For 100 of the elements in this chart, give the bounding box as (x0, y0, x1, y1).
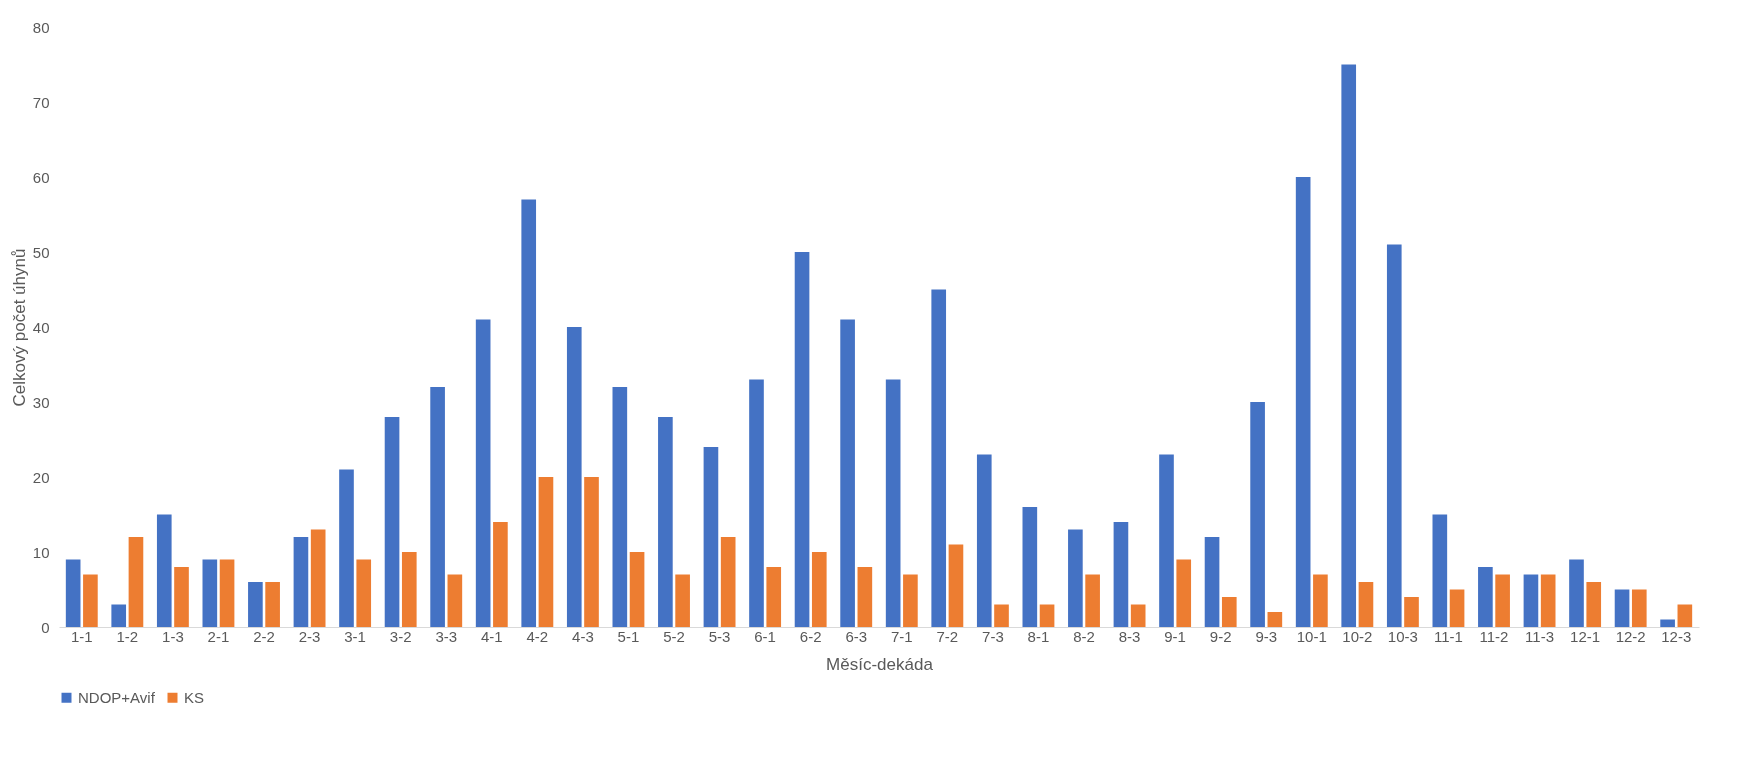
x-tick-label: 5-3 (708, 627, 731, 645)
bar (1176, 559, 1192, 627)
bar (493, 522, 508, 627)
bar (1586, 582, 1602, 627)
bar (857, 567, 873, 627)
x-tick-label: 1-2 (116, 627, 139, 645)
bar (310, 529, 326, 627)
bar (811, 552, 827, 627)
x-tick-label: 6-2 (799, 627, 822, 645)
x-tick-label: 2-1 (207, 627, 230, 645)
y-tick-label: 10 (32, 543, 50, 561)
bar (1478, 567, 1493, 627)
bar (1569, 559, 1584, 627)
x-tick-label: 11-3 (1525, 627, 1555, 645)
legend-label: NDOP+Avif (78, 688, 156, 706)
y-tick-label: 80 (32, 18, 50, 36)
x-tick-label: 8-3 (1118, 627, 1141, 645)
x-tick-label: 10-1 (1296, 627, 1327, 645)
x-tick-label: 7-1 (890, 627, 913, 645)
bar (1113, 522, 1129, 627)
x-axis-title: Měsíc-dekáda (826, 654, 934, 674)
bar (1614, 589, 1630, 627)
bar (658, 417, 673, 627)
bar (566, 327, 582, 627)
y-tick-label: 0 (41, 618, 50, 636)
y-tick-label: 70 (32, 93, 50, 111)
bar (1660, 619, 1675, 627)
x-tick-label: 8-2 (1073, 627, 1095, 645)
bar (720, 537, 736, 627)
bar (202, 559, 218, 627)
x-tick-label: 7-3 (982, 627, 1004, 645)
bar (1159, 454, 1174, 627)
bar (840, 319, 855, 627)
bar (1039, 604, 1055, 627)
bar (1386, 244, 1402, 627)
bar (430, 387, 445, 627)
bar (1358, 582, 1374, 627)
bar (156, 514, 172, 627)
x-tick-label: 7-2 (936, 627, 959, 645)
x-tick-label: 1-3 (162, 627, 184, 645)
bar (128, 537, 144, 627)
x-tick-label: 1-1 (70, 627, 93, 645)
bar (1295, 177, 1311, 627)
bar (994, 604, 1009, 627)
x-tick-label: 2-2 (253, 627, 275, 645)
bar (1267, 612, 1283, 627)
bar (219, 559, 235, 627)
bar (1631, 589, 1647, 627)
bar (1313, 574, 1328, 627)
bar (1250, 402, 1265, 627)
x-tick-label: 10-2 (1342, 627, 1373, 645)
bar (1204, 537, 1220, 627)
bar (794, 252, 810, 627)
x-tick-label: 6-1 (754, 627, 776, 645)
y-axis-title: Celkový počet úhynů (9, 248, 29, 407)
bar (1130, 604, 1146, 627)
x-tick-label: 12-3 (1661, 627, 1692, 645)
y-tick-label: 60 (32, 168, 50, 186)
bar (703, 447, 719, 627)
bar (976, 454, 992, 627)
x-tick-label: 8-1 (1027, 627, 1050, 645)
bar (1022, 507, 1038, 627)
bar (675, 574, 690, 627)
x-tick-label: 11-1 (1433, 627, 1463, 645)
x-tick-label: 12-1 (1570, 627, 1601, 645)
x-tick-label: 5-2 (663, 627, 685, 645)
bar (1085, 574, 1100, 627)
bar (612, 387, 628, 627)
bar (629, 552, 645, 627)
bar (1404, 597, 1419, 627)
bar (447, 574, 463, 627)
x-tick-label: 4-2 (526, 627, 549, 645)
y-tick-label: 50 (32, 243, 50, 261)
bar (401, 552, 417, 627)
x-tick-label: 4-1 (480, 627, 503, 645)
bar (521, 199, 537, 627)
bar (384, 417, 400, 627)
y-tick-label: 20 (32, 468, 50, 486)
x-tick-label: 6-3 (845, 627, 868, 645)
x-tick-label: 9-1 (1164, 627, 1186, 645)
bar (1495, 574, 1510, 627)
bar (1449, 589, 1465, 627)
bar (1677, 604, 1693, 627)
bar (265, 582, 280, 627)
x-tick-label: 10-3 (1387, 627, 1418, 645)
bar (1221, 597, 1237, 627)
y-tick-label: 30 (32, 393, 50, 411)
x-tick-label: 11-2 (1479, 627, 1509, 645)
x-tick-label: 4-3 (572, 627, 594, 645)
bar (1540, 574, 1556, 627)
bar (248, 582, 263, 627)
bar (1341, 64, 1357, 627)
bar (475, 319, 491, 627)
bar (749, 379, 764, 627)
x-tick-label: 5-1 (617, 627, 640, 645)
bar (1068, 529, 1083, 627)
x-tick-label: 9-2 (1209, 627, 1232, 645)
bar (538, 477, 554, 627)
bar (885, 379, 901, 627)
x-tick-label: 12-2 (1615, 627, 1646, 645)
